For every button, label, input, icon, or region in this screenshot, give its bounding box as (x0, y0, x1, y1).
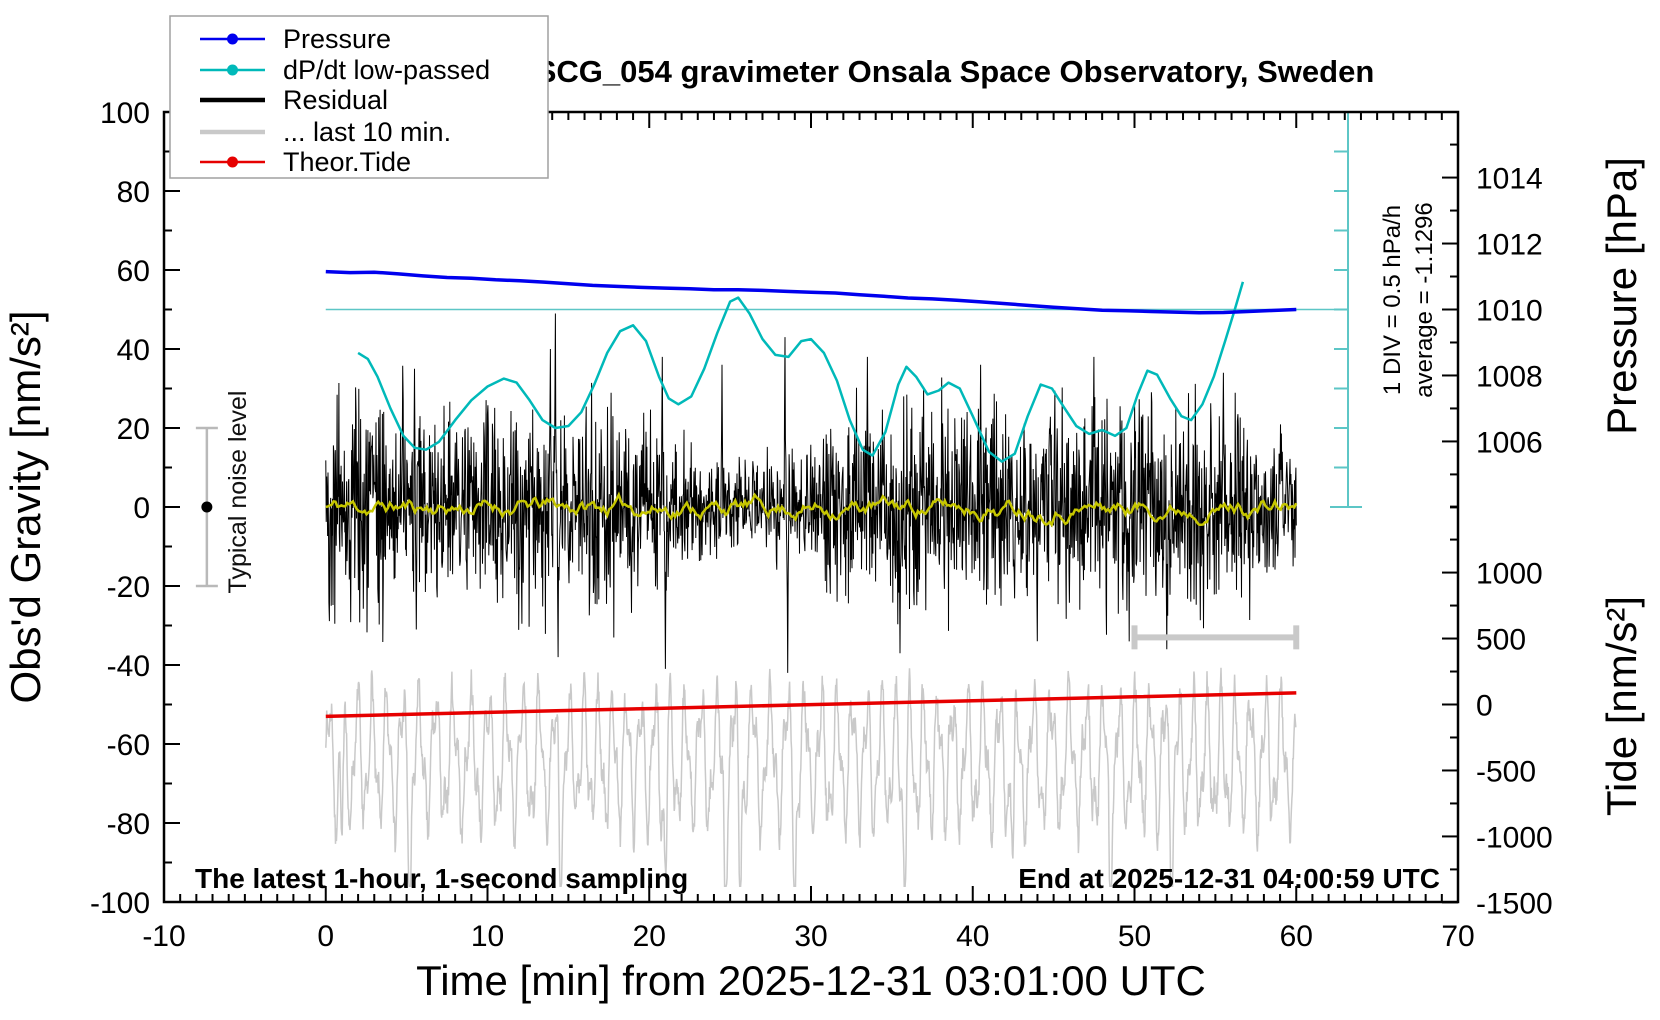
tick-label: -1000 (1476, 821, 1553, 854)
markers-layer (195, 426, 1300, 650)
tick-label: 1012 (1476, 229, 1543, 262)
tide-legend-marker (227, 156, 238, 168)
tick-labels: -10 0 10 20 30 40 50 60 70-100-80-60-40-20020406… (90, 97, 1553, 953)
dpdt-legend-marker (227, 64, 238, 76)
tick-label: 30 (794, 920, 827, 953)
legend: Pressure dP/dt low-passed Residual ... l… (169, 15, 549, 179)
tick-label: 1010 (1476, 295, 1543, 328)
tide-axis-title: Tide [nm/s²] (1598, 596, 1645, 816)
tick-label: -40 (107, 650, 150, 683)
tick-label: 60 (1280, 920, 1313, 953)
tick-label: -60 (107, 729, 150, 762)
y-left-axis-title: Obs'd Gravity [nm/s²] (2, 310, 49, 703)
tick-label: 60 (117, 255, 150, 288)
residual-lowpass-curve (325, 491, 1298, 528)
tick-label: 40 (956, 920, 989, 953)
tick-label: 500 (1476, 624, 1526, 657)
average-label: average = -1.1296 (1411, 202, 1438, 397)
tick-label: 20 (117, 413, 150, 446)
legend-label-pressure: Pressure (283, 24, 391, 54)
tick-label: 80 (117, 176, 150, 209)
tick-label: 40 (117, 334, 150, 367)
legend-label-residual: Residual (283, 85, 388, 115)
tick-label: 1008 (1476, 360, 1543, 393)
last10-expanded-curve (325, 667, 1297, 887)
legend-item-pressure: Pressure (200, 24, 391, 54)
legend-item-dpdt: dP/dt low-passed (200, 55, 490, 85)
legend-label-dpdt: dP/dt low-passed (283, 55, 490, 85)
legend-item-tide: Theor.Tide (200, 147, 411, 177)
legend-item-residual: Residual (200, 85, 388, 115)
noise-level-dot (201, 501, 213, 513)
tick-label: 0 (1476, 690, 1493, 723)
tick-label: 20 (633, 920, 666, 953)
tick-label: 50 (1118, 920, 1151, 953)
pressure-legend-marker (227, 33, 238, 45)
tick-label: -1500 (1476, 887, 1553, 920)
tick-label: 1006 (1476, 426, 1543, 459)
pressure-curve (325, 269, 1297, 315)
reference-lines-layer (325, 112, 1363, 508)
legend-label-last10: ... last 10 min. (283, 117, 451, 147)
tick-label: 0 (317, 920, 334, 953)
x-axis-title: Time [min] from 2025-12-31 03:01:00 UTC (416, 957, 1206, 1004)
pressure-axis-title: Pressure [hPa] (1598, 157, 1645, 435)
tick-label: -80 (107, 808, 150, 841)
tick-label: -10 (142, 920, 185, 953)
sampling-annotation: The latest 1-hour, 1-second sampling (195, 863, 688, 894)
div-scale-label: 1 DIV = 0.5 hPa/h (1379, 205, 1406, 395)
typical-noise-level-label: Typical noise level (224, 391, 252, 594)
tick-label: 70 (1441, 920, 1474, 953)
tick-label: 1000 (1476, 558, 1543, 591)
background-curves-layer (325, 667, 1297, 887)
tick-label: 0 (133, 492, 150, 525)
tick-marks (163, 111, 1459, 904)
axes-layer: -10 0 10 20 30 40 50 60 70-100-80-60-40-20020406… (90, 97, 1553, 953)
tick-label: 10 (471, 920, 504, 953)
theor-tide-curve (325, 691, 1297, 719)
end-time-annotation: End at 2025-12-31 04:00:59 UTC (1018, 863, 1440, 894)
tick-label: -100 (90, 887, 150, 920)
residual-curve (325, 313, 1297, 673)
tick-label: -500 (1476, 755, 1536, 788)
tick-label: 100 (100, 97, 150, 130)
tick-label: -20 (107, 571, 150, 604)
tick-label: 1014 (1476, 163, 1543, 196)
data-curves-layer (325, 269, 1298, 673)
dpdt-curve (357, 281, 1245, 463)
legend-label-tide: Theor.Tide (283, 147, 411, 177)
legend-item-last10: ... last 10 min. (200, 117, 451, 147)
chart-title: SCG_054 gravimeter Onsala Space Observat… (536, 54, 1375, 89)
